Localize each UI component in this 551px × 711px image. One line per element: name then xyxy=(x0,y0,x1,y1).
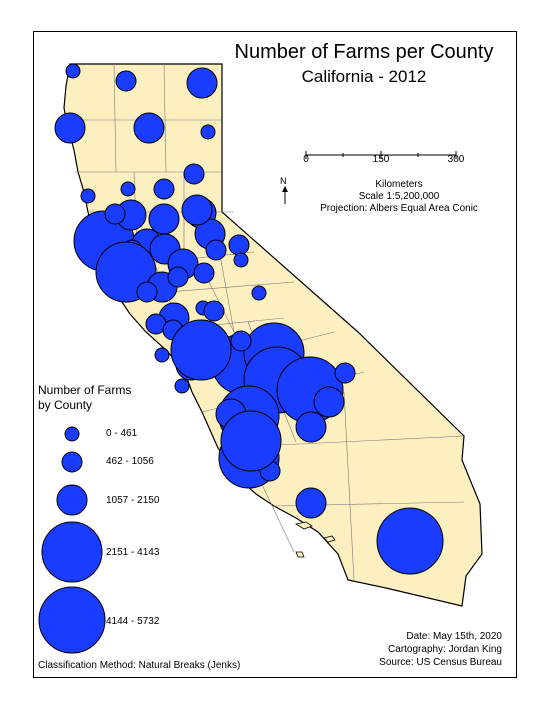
credit-date: Date: May 15th, 2020 xyxy=(406,631,502,642)
credit-cartography: Cartography: Jordan King xyxy=(388,644,502,655)
county-farm-symbol xyxy=(200,124,216,140)
county-farm-symbol xyxy=(174,378,190,394)
scale-tick-300: 300 xyxy=(447,154,465,165)
credits: Date: May 15th, 2020 Cartography: Jordan… xyxy=(379,630,502,669)
legend-class-3-label: 1057 - 2150 xyxy=(106,495,160,506)
north-arrow-icon xyxy=(282,186,288,204)
legend-symbol-1 xyxy=(64,426,80,442)
county-farm-symbol xyxy=(334,362,356,384)
county-farm-symbol xyxy=(228,234,250,256)
legend-symbol-5 xyxy=(38,586,106,654)
farm-count-symbols xyxy=(54,63,444,575)
legend-symbol-3 xyxy=(56,484,88,516)
county-farm-symbol xyxy=(186,67,218,99)
county-farm-symbol xyxy=(136,281,158,303)
county-farm-symbol xyxy=(148,203,180,235)
county-farm-symbol xyxy=(203,300,225,322)
legend-class-2-label: 462 - 1056 xyxy=(106,456,154,467)
legend-title-line2: by County xyxy=(38,398,93,412)
legend-symbols xyxy=(38,426,106,654)
county-farm-symbol xyxy=(167,266,189,288)
map-frame: Number of Farms per County California - … xyxy=(33,31,517,678)
island-1 xyxy=(294,521,313,530)
map-title: Number of Farms per County xyxy=(234,41,494,63)
legend-class-1-label: 0 - 461 xyxy=(106,428,138,439)
county-farm-symbol xyxy=(133,112,165,144)
scale-bar xyxy=(305,151,457,159)
county-farm-symbol xyxy=(251,285,267,301)
county-farm-symbol xyxy=(295,487,327,519)
county-farm-symbol xyxy=(230,330,252,352)
legend-symbol-2 xyxy=(61,451,83,473)
county-farm-symbol xyxy=(120,181,136,197)
legend-title-line1: Number of Farms xyxy=(38,383,132,397)
county-farm-symbol xyxy=(313,386,345,418)
county-farm-symbol xyxy=(115,70,137,92)
county-farm-symbol xyxy=(220,410,282,472)
legend-symbol-4 xyxy=(41,521,103,583)
county-farm-symbol xyxy=(295,411,327,443)
legend-class-4-label: 2151 - 4143 xyxy=(106,547,160,558)
county-farm-symbol xyxy=(170,319,232,381)
county-farm-symbol xyxy=(205,239,227,261)
scale-tick-0: 0 xyxy=(303,154,309,165)
county-farm-symbol xyxy=(233,252,249,268)
legend-title: Number of Farms by County xyxy=(38,383,131,413)
county-farm-symbol xyxy=(183,163,205,185)
island-2 xyxy=(323,535,336,543)
county-farm-symbol xyxy=(193,262,215,284)
scale-unit-label: Kilometers xyxy=(375,179,423,190)
county-farm-symbol xyxy=(104,203,126,225)
county-farm-symbol xyxy=(80,188,96,204)
island-3 xyxy=(295,551,305,558)
north-arrow-label: N xyxy=(280,176,287,186)
county-farm-symbol xyxy=(154,347,170,363)
projection-label: Projection: Albers Equal Area Conic xyxy=(320,203,478,214)
scale-tick-150: 150 xyxy=(372,154,390,165)
legend-class-5-label: 4144 - 5732 xyxy=(106,616,160,627)
map-subtitle: California - 2012 xyxy=(301,67,427,86)
credit-source: Source: US Census Bureau xyxy=(379,657,502,668)
scale-ratio: Scale 1:5,200,000 xyxy=(358,191,440,202)
county-farm-symbol xyxy=(65,63,81,79)
county-farm-symbol xyxy=(376,507,444,575)
county-farm-symbol xyxy=(153,178,175,200)
map-canvas xyxy=(38,63,483,654)
county-farm-symbol xyxy=(54,112,86,144)
classification-method: Classification Method: Natural Breaks (J… xyxy=(38,660,241,671)
county-farm-symbol xyxy=(181,194,213,226)
